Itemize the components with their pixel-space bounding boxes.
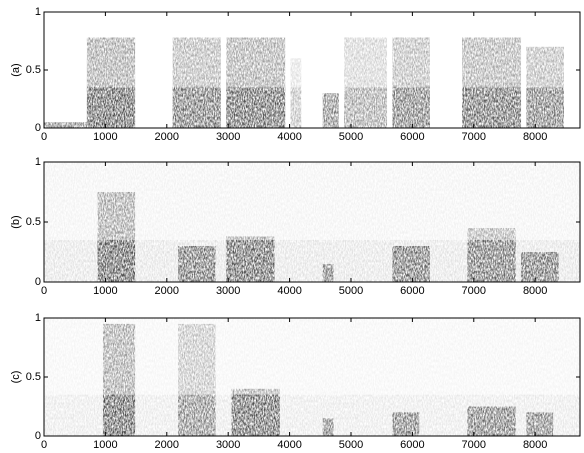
x-tick-label: 8000 (523, 131, 547, 143)
x-tick-label: 1000 (93, 285, 117, 297)
y-tick-label: 0 (35, 276, 41, 288)
y-tick-label: 0.5 (26, 371, 41, 383)
y-tick-label: 0 (35, 430, 41, 442)
spectrogram-formant (290, 87, 302, 128)
spectrogram-formant (392, 87, 430, 128)
spectrogram-formant (44, 394, 580, 436)
y-axis-label: (b) (10, 215, 22, 228)
spectrogram-image (44, 37, 564, 128)
x-tick-label: 5000 (339, 285, 363, 297)
x-tick-label: 6000 (400, 131, 424, 143)
spectrogram-formant (44, 240, 580, 282)
x-tick-label: 3000 (216, 285, 240, 297)
x-tick-label: 5000 (339, 439, 363, 448)
y-tick-label: 1 (35, 312, 41, 324)
y-tick-label: 0.5 (26, 216, 41, 228)
x-tick-label: 2000 (155, 131, 179, 143)
x-tick-label: 3000 (216, 439, 240, 448)
x-tick-label: 1000 (93, 131, 117, 143)
spectrogram-image (44, 162, 580, 282)
spectrogram-formant (344, 87, 388, 128)
spectrogram-formant (86, 87, 136, 128)
x-tick-label: 0 (41, 439, 47, 448)
y-tick-label: 1 (35, 156, 41, 168)
y-tick-label: 1 (35, 6, 41, 18)
x-tick-label: 2000 (155, 285, 179, 297)
x-tick-label: 8000 (523, 439, 547, 448)
y-axis-label: (c) (10, 371, 22, 384)
y-axis-label: (a) (10, 63, 22, 76)
x-tick-label: 2000 (155, 439, 179, 448)
x-tick-label: 7000 (462, 131, 486, 143)
spectrogram-formant (226, 87, 286, 128)
y-tick-label: 0 (35, 122, 41, 134)
x-tick-label: 4000 (277, 285, 301, 297)
spectrogram-formant (172, 87, 221, 128)
x-tick-label: 0 (41, 285, 47, 297)
x-tick-label: 6000 (400, 439, 424, 448)
x-tick-label: 3000 (216, 131, 240, 143)
x-tick-label: 0 (41, 131, 47, 143)
x-tick-label: 7000 (462, 439, 486, 448)
x-tick-label: 8000 (523, 285, 547, 297)
spectrogram-formant (44, 122, 87, 128)
x-tick-label: 7000 (462, 285, 486, 297)
y-tick-label: 0.5 (26, 64, 41, 76)
x-tick-label: 4000 (277, 439, 301, 448)
spectrogram-formant (526, 87, 564, 128)
spectrogram-image (44, 318, 580, 436)
spectrogram-formant (462, 87, 522, 128)
spectrogram-formant (322, 93, 339, 128)
x-tick-label: 1000 (93, 439, 117, 448)
x-tick-label: 5000 (339, 131, 363, 143)
x-tick-label: 4000 (277, 131, 301, 143)
x-tick-label: 6000 (400, 285, 424, 297)
